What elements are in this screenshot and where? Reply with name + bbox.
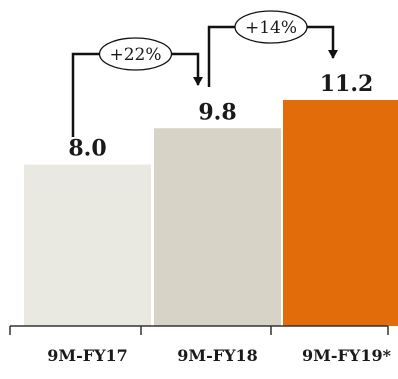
growth-badge-1 — [98, 37, 173, 71]
category-label-1: 9M-FY17 — [47, 346, 128, 365]
bar-1 — [24, 164, 151, 326]
bar-2 — [154, 128, 281, 326]
bar-3 — [283, 100, 398, 326]
growth-label-2: +14% — [245, 18, 297, 38]
value-label-3: 11.2 — [320, 71, 374, 97]
category-label-2: 9M-FY18 — [177, 346, 258, 365]
value-label-2: 9.8 — [198, 99, 236, 125]
category-label-3: 9M-FY19* — [302, 346, 392, 365]
growth-badge-2 — [234, 10, 308, 44]
growth-label-1: +22% — [109, 45, 161, 65]
value-label-1: 8.0 — [68, 136, 106, 162]
